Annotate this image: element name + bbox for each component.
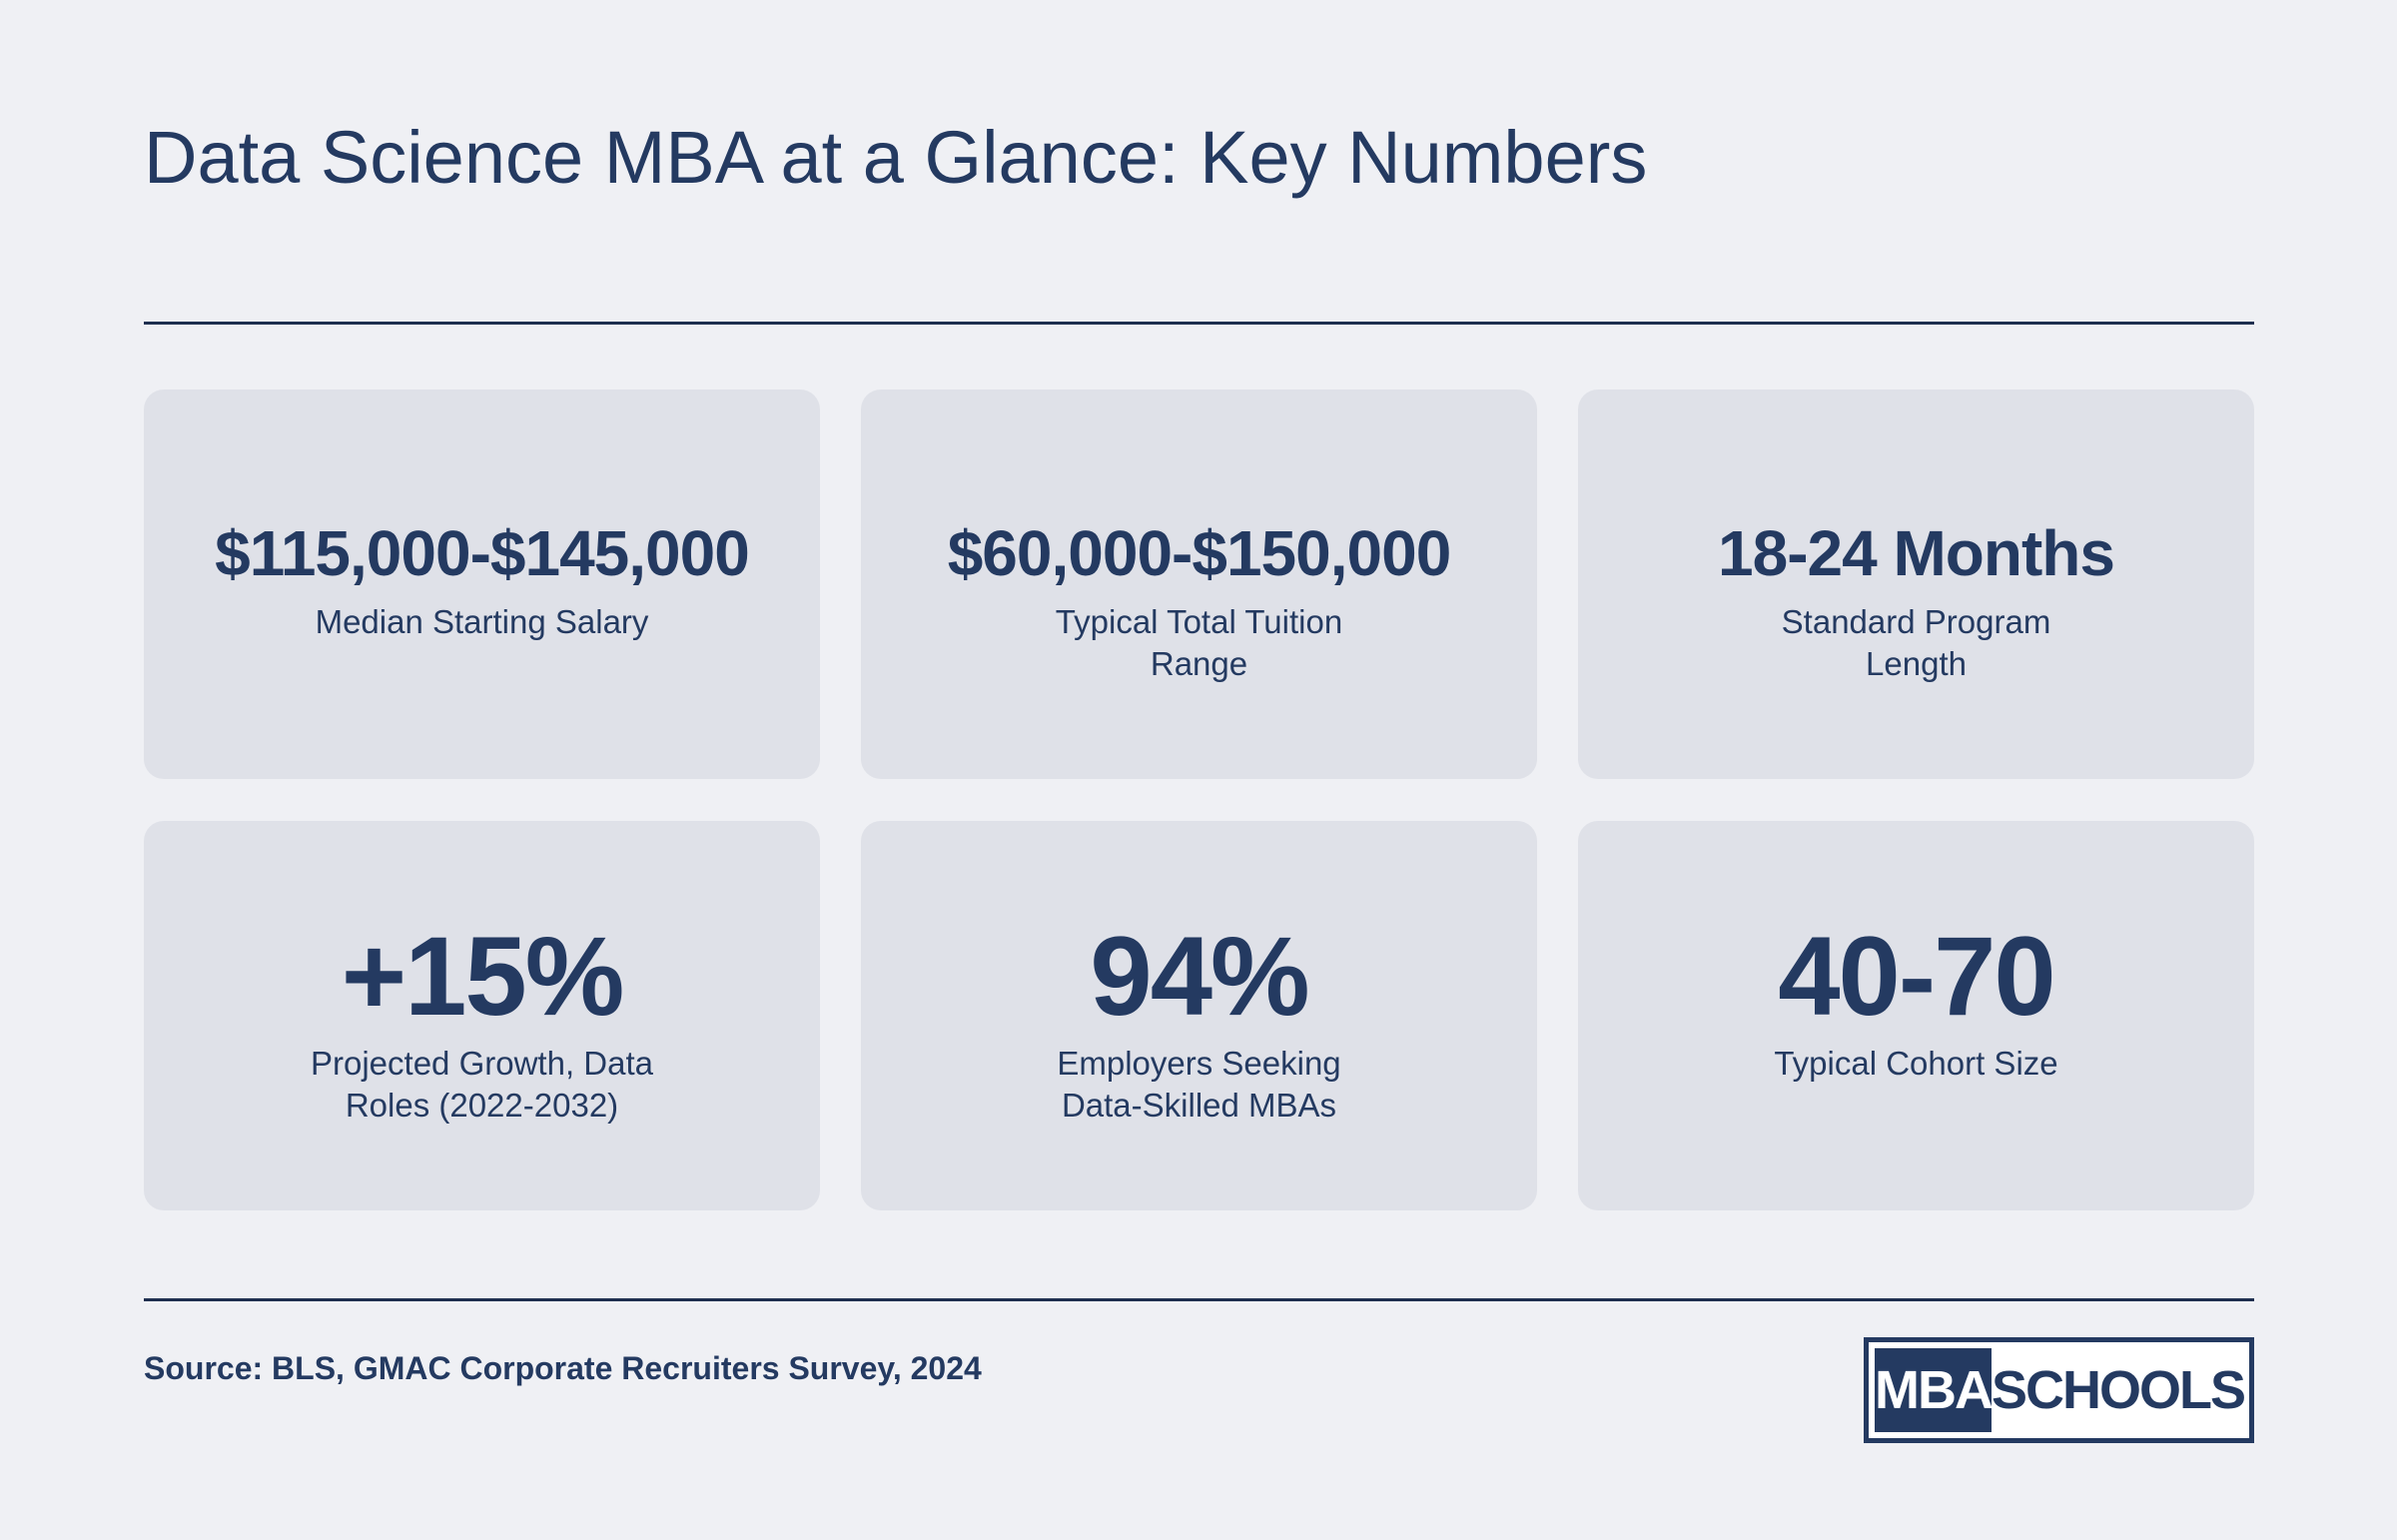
stat-card-median-salary: $115,000-$145,000 Median Starting Salary xyxy=(144,389,820,779)
stat-label: Standard Program Length xyxy=(1781,603,2051,682)
stat-value: 94% xyxy=(1090,914,1309,1039)
top-divider xyxy=(144,322,2254,325)
stat-label: Typical Total Tuition Range xyxy=(1055,603,1343,682)
stat-card-employers-seeking: 94% Employers Seeking Data-Skilled MBAs xyxy=(861,821,1537,1210)
stat-label: Projected Growth, Data Roles (2022-2032) xyxy=(311,1045,653,1124)
stat-card-cohort-size: 40-70 Typical Cohort Size xyxy=(1578,821,2254,1210)
logo-mba-text: MBA xyxy=(1875,1348,1994,1432)
stat-label: Median Starting Salary xyxy=(315,603,649,640)
stat-value: 18-24 Months xyxy=(1718,517,2115,589)
source-note: Source: BLS, GMAC Corporate Recruiters S… xyxy=(144,1350,982,1386)
stat-card-projected-growth: +15% Projected Growth, Data Roles (2022-… xyxy=(144,821,820,1210)
stat-value: $115,000-$145,000 xyxy=(215,517,750,589)
logo-schools-text: SCHOOLS xyxy=(1991,1360,2246,1420)
mba-schools-logo: MBA SCHOOLS xyxy=(1864,1337,2254,1443)
stat-value: +15% xyxy=(341,914,625,1039)
stat-label: Typical Cohort Size xyxy=(1774,1045,2058,1082)
stat-card-tuition-range: $60,000-$150,000 Typical Total Tuition R… xyxy=(861,389,1537,779)
bottom-divider xyxy=(144,1298,2254,1301)
page-title: Data Science MBA at a Glance: Key Number… xyxy=(144,116,1648,199)
stat-value: 40-70 xyxy=(1778,914,2055,1039)
stat-card-program-length: 18-24 Months Standard Program Length xyxy=(1578,389,2254,779)
stat-value: $60,000-$150,000 xyxy=(947,517,1452,589)
stat-grid: $115,000-$145,000 Median Starting Salary… xyxy=(144,389,2254,1210)
stat-label: Employers Seeking Data-Skilled MBAs xyxy=(1057,1045,1341,1124)
